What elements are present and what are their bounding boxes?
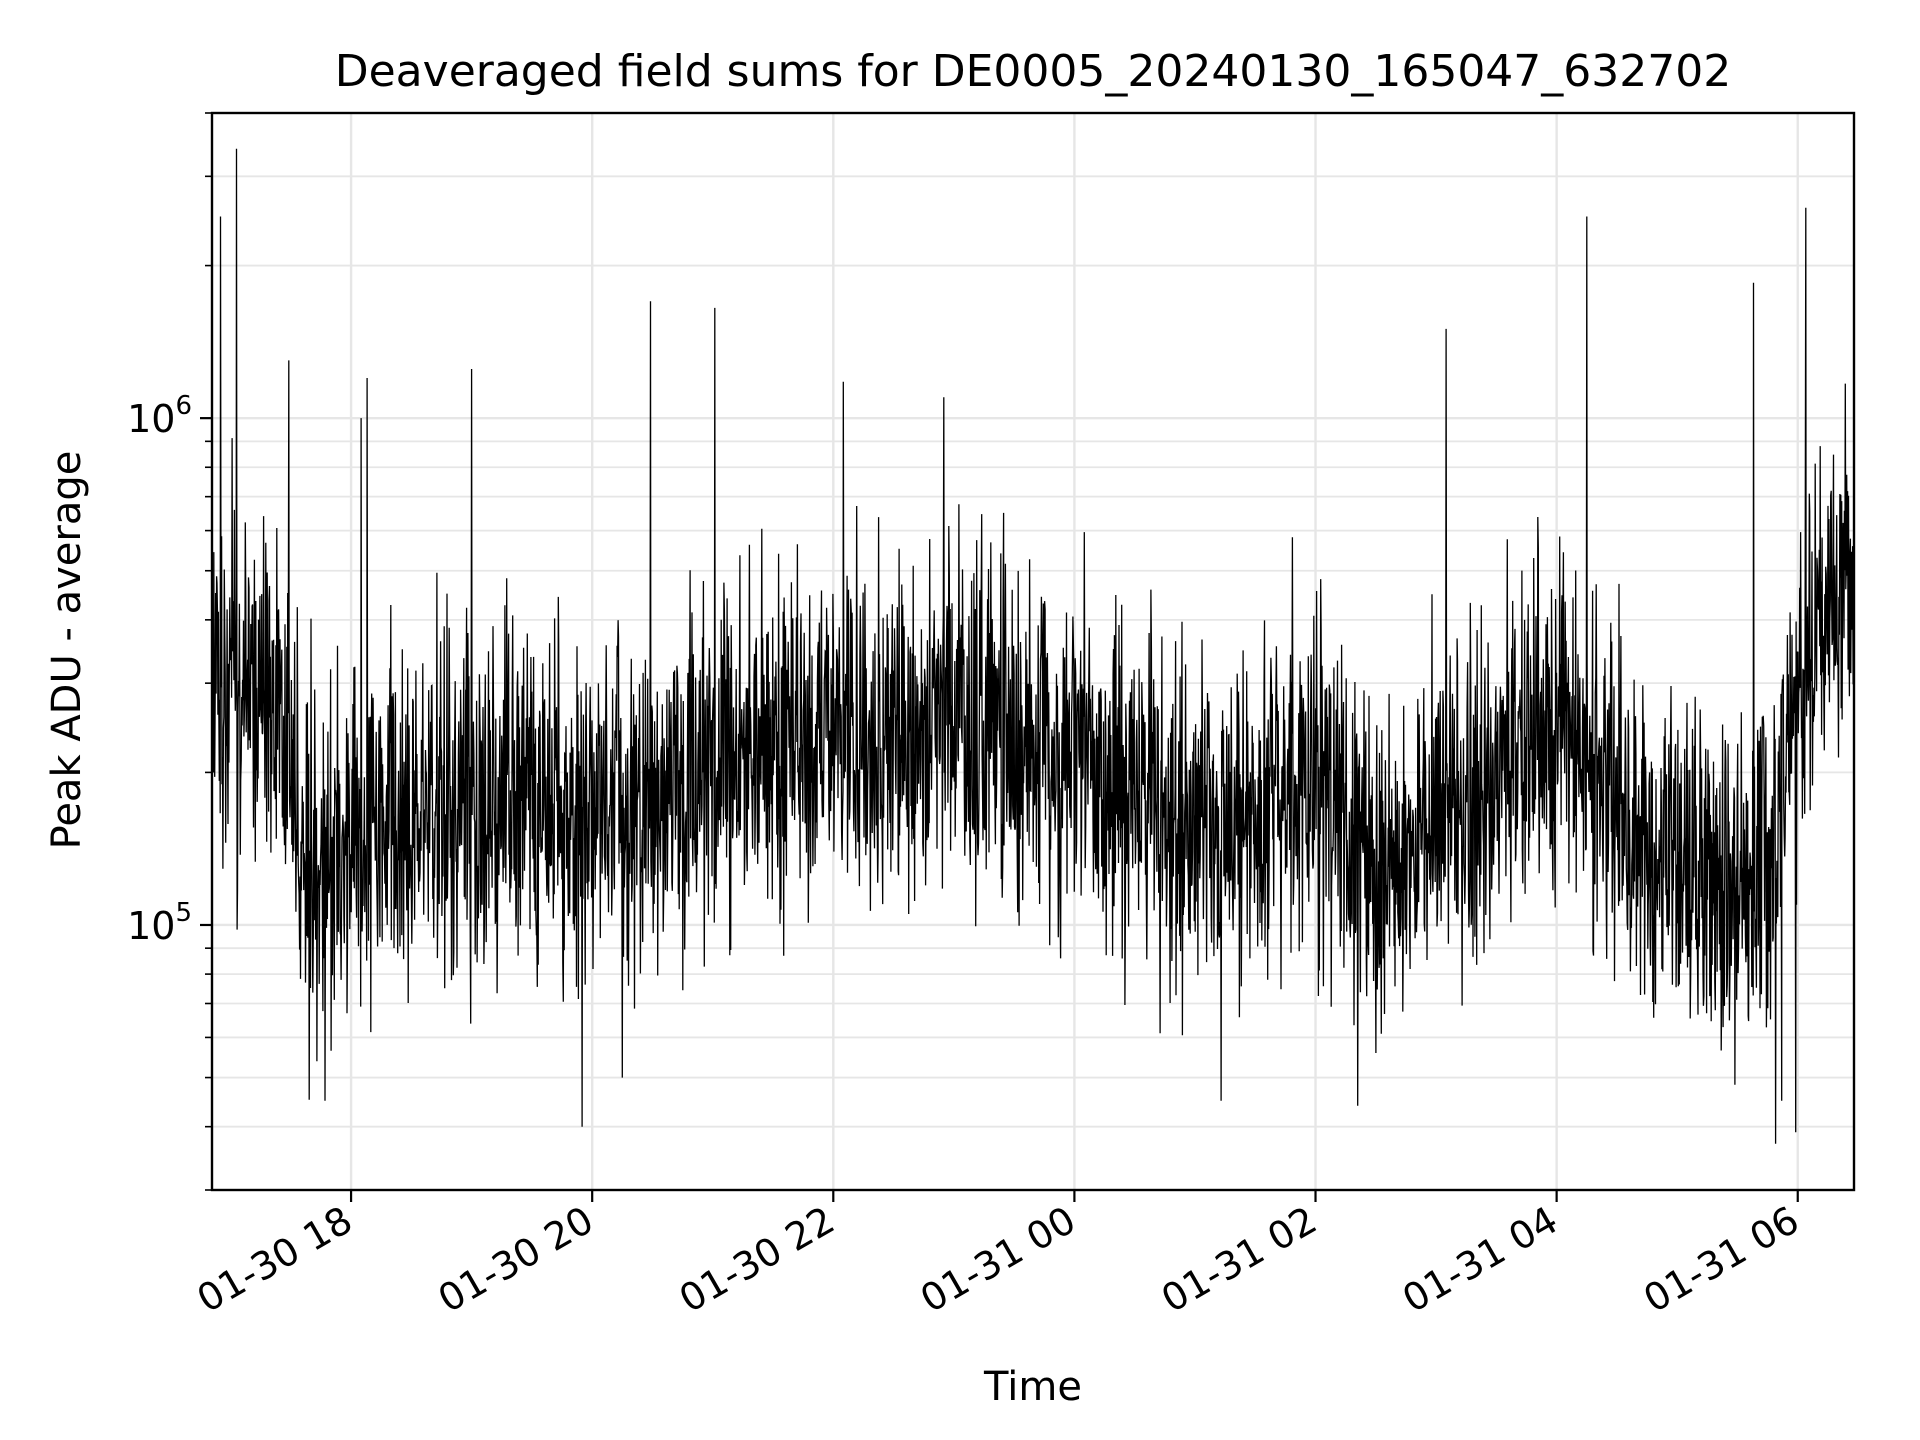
- y-tick-exponent: 5: [175, 898, 192, 928]
- x-axis-label: Time: [983, 1364, 1082, 1410]
- chart-title: Deaveraged field sums for DE0005_2024013…: [335, 46, 1732, 97]
- y-tick-exponent: 6: [175, 391, 192, 421]
- y-tick-base: 10: [127, 904, 175, 948]
- y-tick-base: 10: [127, 397, 175, 441]
- y-axis-label: Peak ADU - average: [44, 451, 90, 850]
